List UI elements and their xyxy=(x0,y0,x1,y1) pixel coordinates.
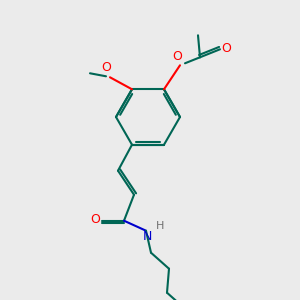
Text: H: H xyxy=(156,221,164,231)
Text: O: O xyxy=(172,50,182,63)
Text: O: O xyxy=(101,61,111,74)
Text: O: O xyxy=(221,42,231,55)
Text: O: O xyxy=(90,213,100,226)
Text: N: N xyxy=(142,230,152,243)
